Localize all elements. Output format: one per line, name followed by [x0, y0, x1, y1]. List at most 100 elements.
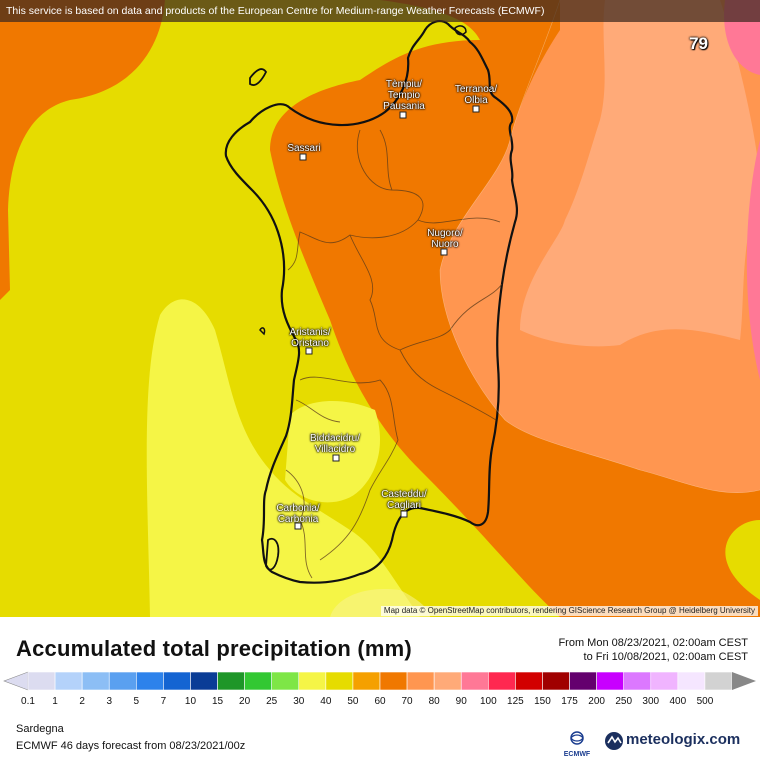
legend-swatch: [677, 671, 706, 691]
city-marker-cagliari: [400, 510, 408, 518]
zone-left-orange: [0, 0, 165, 300]
legend-swatch: [433, 671, 462, 691]
city-label-oristano: Aristanis/Oristano: [289, 327, 331, 349]
san-pietro-island: [265, 537, 280, 571]
legend-swatch: [569, 671, 597, 691]
map-canvas: [0, 0, 760, 617]
zone-30-40-island: [285, 400, 380, 503]
legend-swatch: [325, 671, 354, 691]
forecast-range: From Mon 08/23/2021, 02:00am CEST to Fri…: [558, 636, 748, 664]
legend-swatch: [27, 671, 56, 691]
legend-swatch: [488, 671, 516, 691]
meteologix-icon: [605, 732, 623, 750]
legend-swatch: [54, 671, 83, 691]
city-marker-olbia: [472, 105, 480, 113]
city-label-sassari: Sassari: [287, 143, 321, 154]
ecmwf-logo: ECMWF: [562, 730, 592, 758]
city-marker-tempio: [399, 111, 407, 119]
legend-swatch: [136, 671, 164, 691]
forecast-info: ECMWF 46 days forecast from 08/23/2021/0…: [16, 740, 246, 752]
city-marker-oristano: [305, 347, 313, 355]
legend-tick-label: 25: [266, 696, 278, 707]
legend-tick-label: 50: [347, 696, 359, 707]
legend-arrow-right: [732, 672, 756, 690]
legend-bar: 0.1 1 2 3 5 7 10 15 20 25 30 40 50 60 70 80 90 100 125 150 1…: [3, 671, 756, 707]
legend-swatch: [190, 671, 218, 691]
city-label-olbia: Terranoa/Olbia: [454, 84, 498, 106]
range-to: to Fri 10/08/2021, 02:00am CEST: [583, 651, 748, 663]
legend-swatch: [163, 671, 191, 691]
legend-tick-label: 7: [161, 696, 167, 707]
zone-80-90: [520, 0, 760, 347]
legend-swatch: [217, 671, 245, 691]
legend-tick-label: 90: [456, 696, 468, 707]
asinara-island: [249, 68, 268, 86]
city-label-nuoro: Nugoro/Nuoro: [427, 228, 463, 250]
legend-tick-label: 125: [507, 696, 524, 707]
sardinia-coastline: [224, 20, 519, 584]
legend-swatch: [596, 671, 624, 691]
legend-tick-label: 0.1: [21, 696, 35, 707]
legend-tick-label: 30: [293, 696, 305, 707]
city-marker-villacidro: [332, 454, 340, 462]
legend-swatch: [352, 671, 381, 691]
city-label-villacidro: Biddacidru/Villacidro: [309, 433, 361, 455]
ecmwf-logo-icon: [570, 731, 584, 745]
legend-tick-label: 175: [561, 696, 578, 707]
legend-swatch: [298, 671, 327, 691]
legend-tick-label: 200: [588, 696, 605, 707]
legend-tick-label: 1: [52, 696, 58, 707]
legend-swatch: [244, 671, 272, 691]
zone-30-40: [146, 299, 420, 617]
city-marker-carbonia: [294, 522, 302, 530]
region-name: Sardegna: [16, 723, 64, 735]
legend-tick-label: 70: [402, 696, 414, 707]
map-title: Accumulated total precipitation (mm): [16, 636, 412, 661]
legend-swatch: [623, 671, 652, 691]
ecmwf-banner: This service is based on data and produc…: [0, 0, 760, 22]
legend-swatch: [81, 671, 110, 691]
legend-swatch: [515, 671, 543, 691]
legend-tick-label: 300: [642, 696, 659, 707]
city-label-tempio: Tèmpiu/Tempio Pausania: [383, 79, 425, 112]
province-borders: [285, 129, 503, 579]
legend-tick-label: 500: [697, 696, 714, 707]
map-attribution: Map data © OpenStreetMap contributors, r…: [380, 606, 758, 616]
maddalena-island: [454, 25, 467, 36]
color-legend: 0.1 1 2 3 5 7 10 15 20 25 30 40 50 60 70 80 90 100 125 150 1…: [0, 670, 760, 710]
legend-tick-label: 80: [429, 696, 441, 707]
legend-tick-label: 250: [615, 696, 632, 707]
legend-tick-label: 2: [79, 696, 85, 707]
legend-swatch: [460, 671, 489, 691]
legend-tick-label: 3: [106, 696, 112, 707]
legend-tick-label: 400: [670, 696, 687, 707]
legend-swatch: [406, 671, 435, 691]
legend-tick-label: 15: [212, 696, 224, 707]
legend-tick-label: 10: [185, 696, 197, 707]
city-marker-nuoro: [440, 248, 448, 256]
precipitation-map: This service is based on data and produc…: [0, 0, 760, 617]
legend-swatch: [271, 671, 300, 691]
legend-tick-label: 100: [480, 696, 497, 707]
legend-tick-label: 20: [239, 696, 251, 707]
legend-swatch: [542, 671, 570, 691]
range-from: From Mon 08/23/2021, 02:00am CEST: [558, 637, 748, 649]
legend-swatch: [379, 671, 408, 691]
legend-tick-label: 40: [320, 696, 332, 707]
zone-pink-right: [746, 140, 760, 380]
meteologix-brand-text: meteologix.com: [626, 731, 741, 748]
legend-tick-label: 5: [134, 696, 140, 707]
legend-swatch: [108, 671, 137, 691]
city-label-carbonia: Carbonia/Carbonia: [276, 503, 320, 525]
legend-swatch: [650, 671, 679, 691]
city-marker-sassari: [299, 153, 307, 161]
legend-tick-label: 60: [374, 696, 386, 707]
mal-di-ventre-island: [259, 327, 266, 336]
frame-number: 79: [689, 34, 708, 53]
legend-tick-label: 150: [534, 696, 551, 707]
ecmwf-logo-text: ECMWF: [563, 751, 591, 758]
legend-swatch: [704, 671, 733, 691]
city-label-cagliari: Casteddu/Cagliari: [381, 489, 427, 511]
contour-lines: [439, 0, 760, 493]
legend-arrow-left: [3, 671, 29, 691]
